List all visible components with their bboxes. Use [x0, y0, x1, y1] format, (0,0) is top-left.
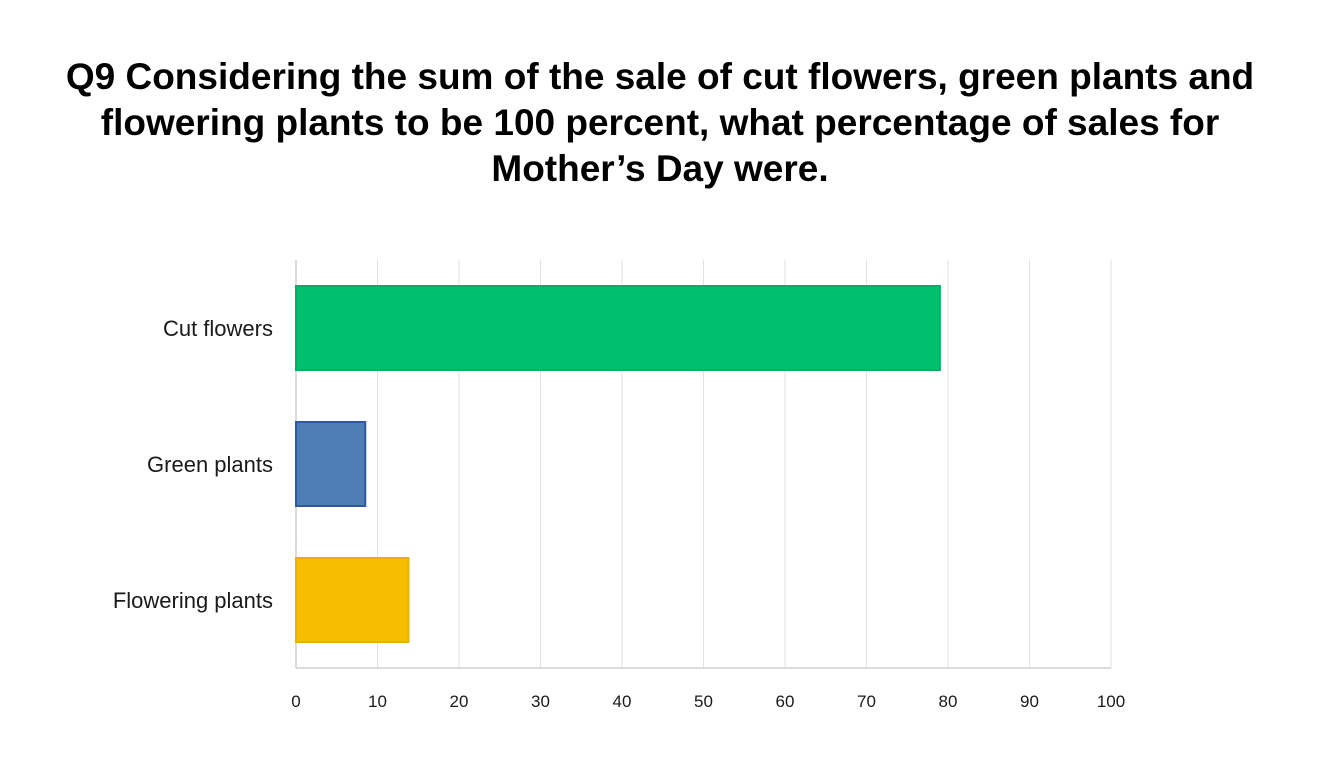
x-tick-labels: 0 10 20 30 40 50 60 70 80 90 100 [291, 692, 1125, 711]
x-tick-label: 30 [531, 692, 550, 711]
category-label: Flowering plants [113, 588, 273, 613]
bar-green-plants [295, 421, 367, 507]
x-tick-label: 40 [613, 692, 632, 711]
x-tick-label: 0 [291, 692, 300, 711]
x-tick-label: 70 [857, 692, 876, 711]
x-tick-label: 10 [368, 692, 387, 711]
chart-title: Q9 Considering the sum of the sale of cu… [65, 56, 1255, 189]
x-tick-label: 80 [939, 692, 958, 711]
x-tick-label: 60 [776, 692, 795, 711]
x-tick-label: 90 [1020, 692, 1039, 711]
category-label: Green plants [147, 452, 273, 477]
x-tick-label: 100 [1097, 692, 1125, 711]
bar-flowering-plants [295, 557, 410, 643]
category-label: Cut flowers [163, 316, 273, 341]
bar-cut-flowers [295, 285, 941, 371]
x-tick-label: 50 [694, 692, 713, 711]
x-tick-label: 20 [450, 692, 469, 711]
bars [295, 285, 941, 643]
category-labels: Cut flowers Green plants Flowering plants [113, 316, 273, 613]
